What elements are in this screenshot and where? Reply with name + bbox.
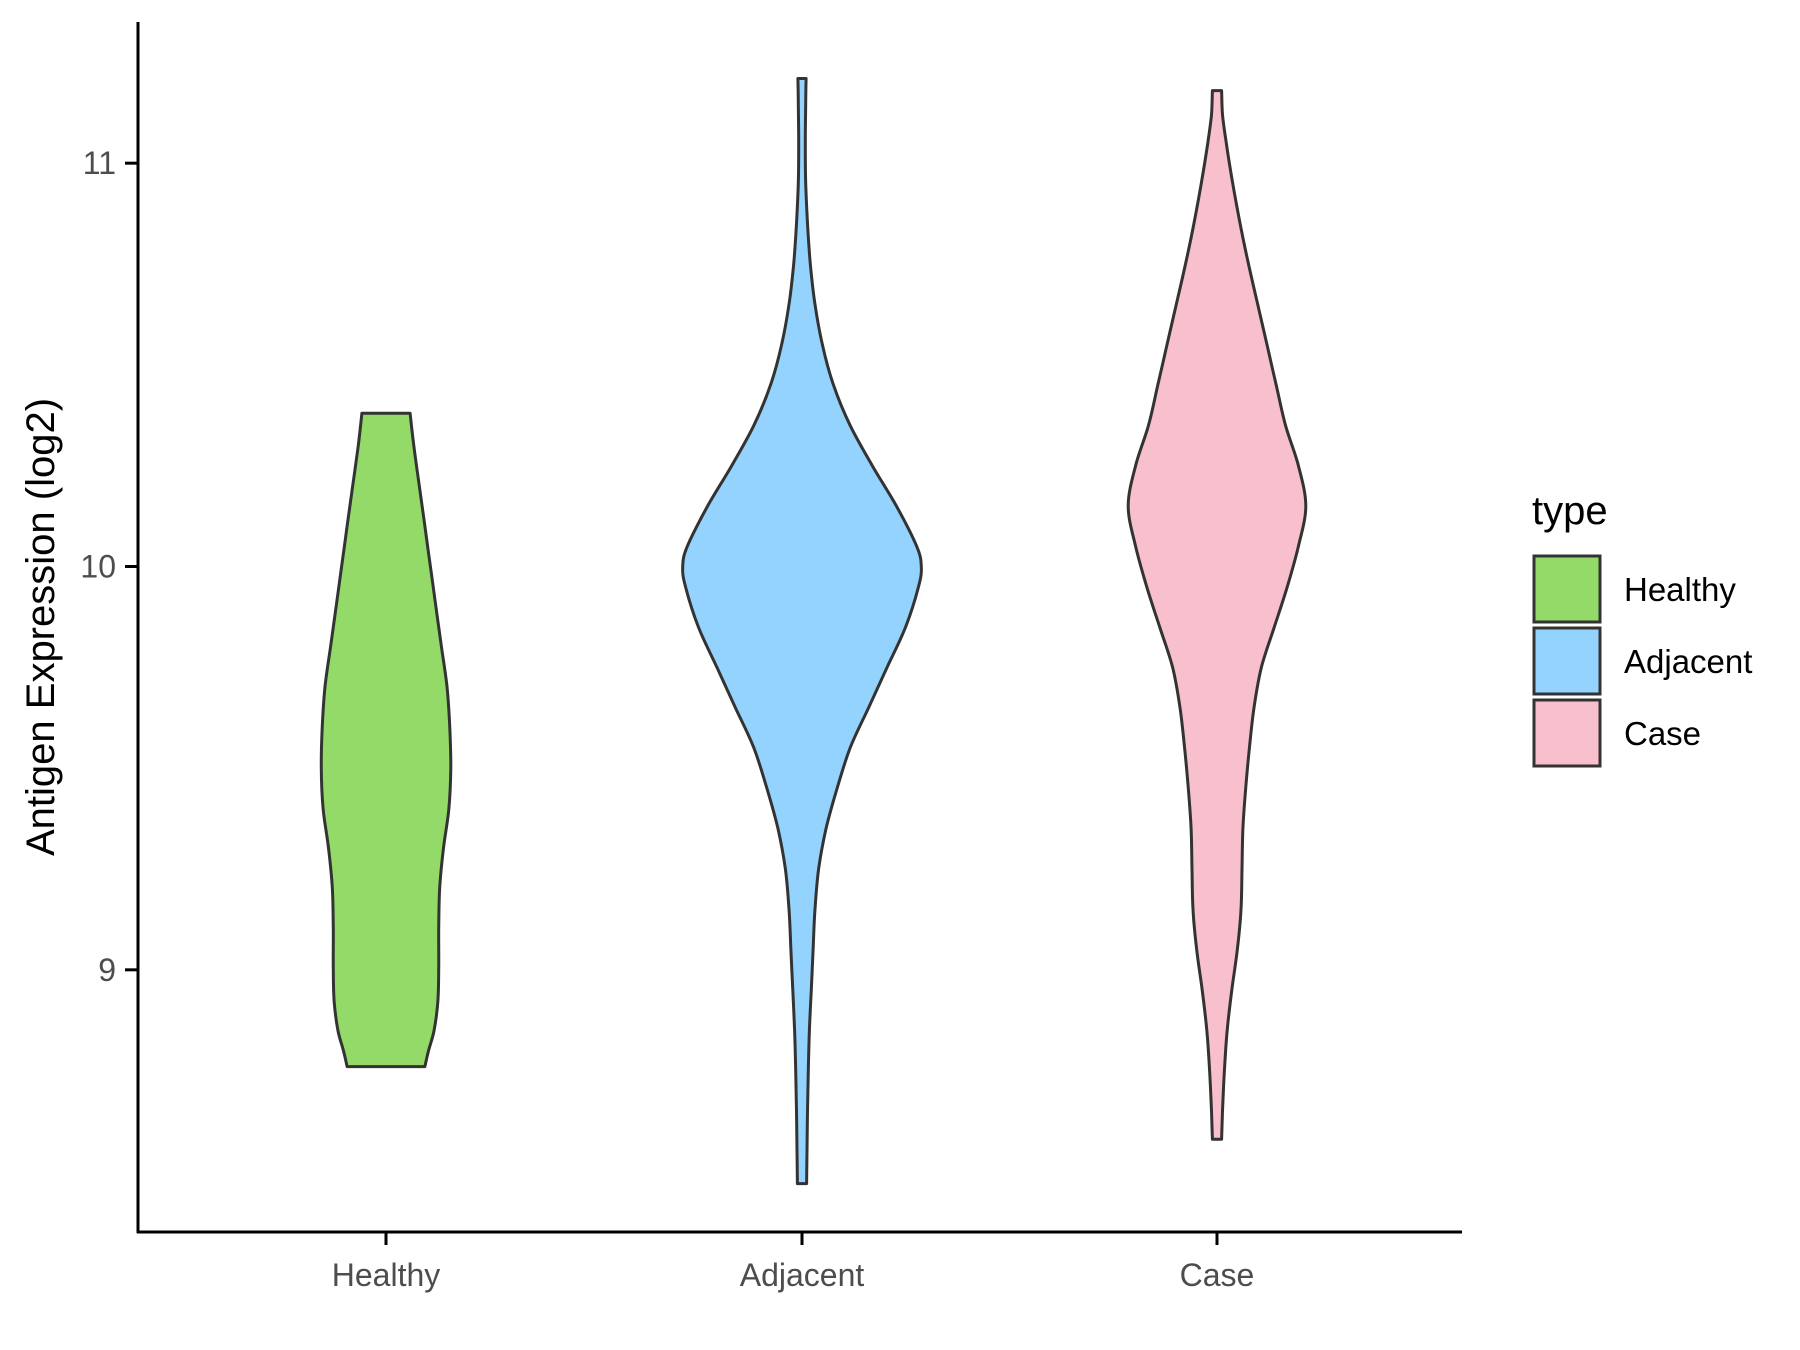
violin-adjacent	[681, 77, 923, 1186]
x-tick-label: Healthy	[332, 1257, 441, 1293]
legend-label-case: Case	[1624, 715, 1701, 752]
y-axis-title: Antigen Expression (log2)	[19, 398, 63, 856]
legend-key-healthy	[1532, 554, 1602, 624]
y-tick-label: 9	[98, 952, 116, 988]
legend-title: type	[1532, 489, 1608, 533]
legend-key-case	[1532, 698, 1602, 768]
legend-label-healthy: Healthy	[1624, 571, 1736, 608]
y-tick-label: 10	[80, 549, 116, 585]
legend-label-adjacent: Adjacent	[1624, 643, 1752, 680]
x-ticks-group: Healthy Adjacent Case	[332, 1232, 1255, 1293]
x-tick-label: Adjacent	[740, 1257, 865, 1293]
legend-key-adjacent	[1532, 626, 1602, 696]
violin-case	[1126, 89, 1308, 1141]
y-ticks-group: 9 10 11	[80, 145, 138, 988]
legend: type Healthy Adjacent Case	[1532, 489, 1752, 768]
violin-healthy	[319, 411, 453, 1069]
y-tick-label: 11	[83, 145, 116, 181]
violins-group	[319, 77, 1308, 1186]
x-tick-label: Case	[1180, 1257, 1255, 1293]
